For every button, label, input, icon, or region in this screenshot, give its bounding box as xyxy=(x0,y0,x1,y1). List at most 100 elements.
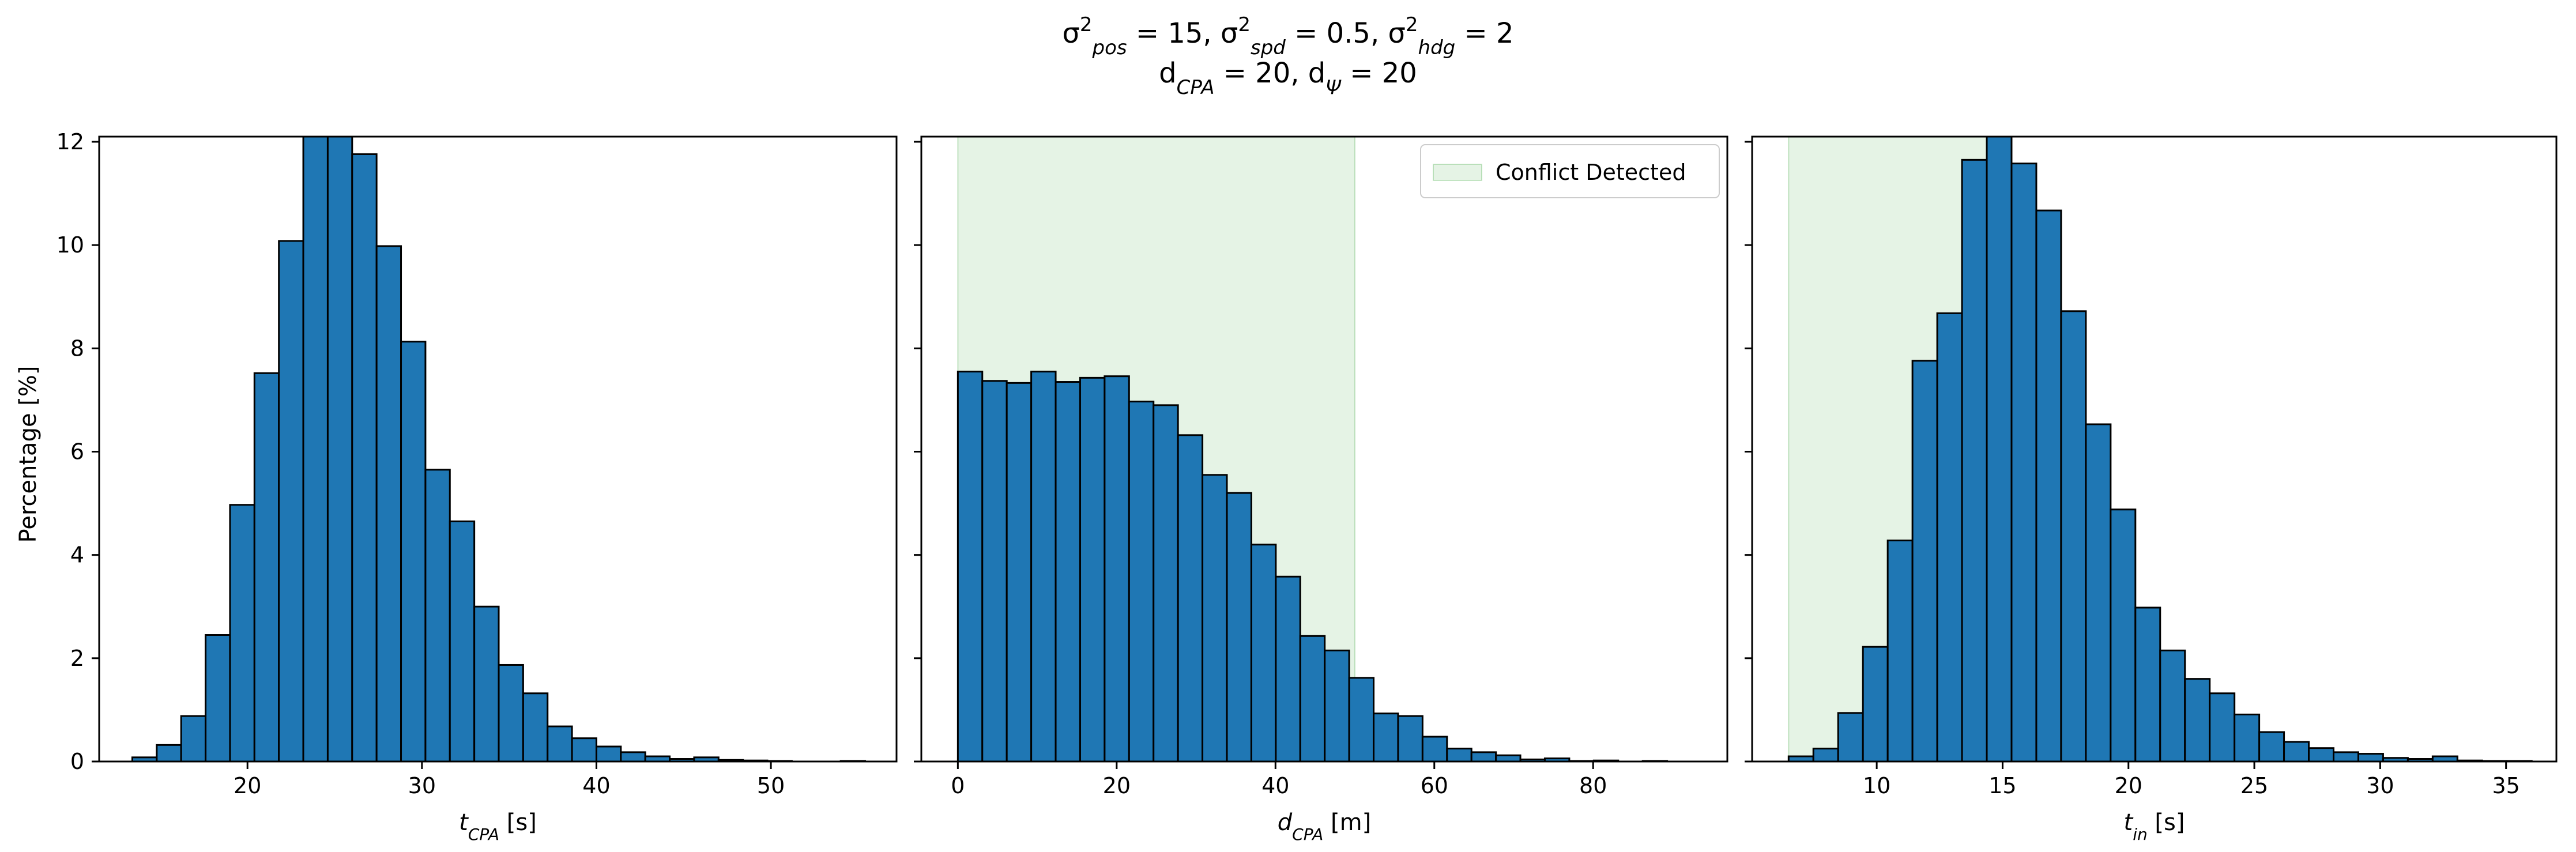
histogram-bar xyxy=(1397,715,1423,761)
histogram-panel-3: 10 15 20 25 30 35 tin [s] xyxy=(1745,135,2558,844)
histogram-bar xyxy=(1862,646,1889,761)
histogram-bar xyxy=(981,380,1008,761)
x-tick-label: 40 xyxy=(582,773,610,798)
axes-frame xyxy=(920,135,1728,763)
histogram-bar xyxy=(2134,606,2161,761)
histogram-bar xyxy=(1177,434,1204,761)
histogram-bar xyxy=(1153,404,1179,761)
x-tick-label: 60 xyxy=(1421,773,1448,798)
histogram-bar xyxy=(2110,508,2137,761)
x-tick-label: 80 xyxy=(1579,773,1607,798)
histogram-bar xyxy=(2085,423,2112,761)
histogram-bar xyxy=(229,504,255,761)
histogram-bar xyxy=(326,137,353,761)
histogram-bar xyxy=(571,737,597,761)
x-axis-label: dCPA [m] xyxy=(1278,809,1371,844)
histogram-bar xyxy=(1128,401,1155,761)
histogram-bar xyxy=(1226,492,1252,761)
histogram-bar xyxy=(1470,751,1497,761)
histogram-bar xyxy=(1986,137,2013,761)
histogram-bar xyxy=(375,245,402,761)
histogram-bar xyxy=(2010,163,2038,761)
y-tick-label: 8 xyxy=(70,335,84,361)
histogram-bar xyxy=(1324,649,1350,761)
histogram-bar xyxy=(1348,677,1375,761)
x-axis-label: tCPA [s] xyxy=(459,809,537,844)
legend-swatch xyxy=(1433,164,1482,181)
legend-label: Conflict Detected xyxy=(1496,160,1686,185)
x-axis-label: tin [s] xyxy=(2124,809,2185,844)
histogram-bar xyxy=(2184,678,2211,761)
histogram-bar xyxy=(1299,635,1326,761)
histogram-bar xyxy=(1495,754,1522,761)
histogram-bar xyxy=(620,751,646,761)
y-tick-label: 2 xyxy=(70,646,84,671)
histogram-bar xyxy=(2035,209,2062,761)
x-tick-label: 30 xyxy=(2366,773,2394,798)
histogram-bar xyxy=(2060,310,2087,761)
histogram-bar xyxy=(1961,159,1988,761)
x-tick-label: 50 xyxy=(757,773,785,798)
histogram-bar xyxy=(1421,736,1448,761)
histogram-bar xyxy=(2258,731,2285,761)
histogram-bar xyxy=(1005,382,1033,761)
histogram-bar xyxy=(2209,692,2236,761)
x-tick-label: 30 xyxy=(408,773,436,798)
histogram-bar xyxy=(473,605,500,761)
axes-frame xyxy=(1751,135,2558,763)
histogram-bar xyxy=(1250,544,1277,761)
histogram-bar xyxy=(400,341,427,761)
x-tick-label: 0 xyxy=(951,773,965,798)
histogram-bar xyxy=(1812,748,1839,761)
histogram-bar xyxy=(1275,575,1301,761)
y-tick-label: 6 xyxy=(70,439,84,464)
histogram-bar xyxy=(253,372,280,761)
histogram-bar xyxy=(1446,748,1472,761)
histogram-bar xyxy=(1886,540,1914,761)
x-tick-label: 25 xyxy=(2240,773,2268,798)
histogram-panel-2: 0 20 40 60 80 dCPA [m] Conflict Detected xyxy=(914,135,1728,844)
x-tick-label: 15 xyxy=(1989,773,2016,798)
histogram-bar xyxy=(302,137,329,761)
figure-title-line1: σ2pos = 15, σ2spd = 0.5, σ2hdg = 2 xyxy=(1062,13,1513,59)
shared-y-axis-label: Percentage [%] xyxy=(15,366,42,543)
axes-frame xyxy=(98,135,898,763)
histogram-bar xyxy=(498,663,524,761)
histogram-bar xyxy=(2308,747,2335,761)
histogram-bar xyxy=(956,371,984,761)
histogram-bar xyxy=(1936,312,1963,761)
histogram-bar xyxy=(2333,751,2359,761)
histogram-bar xyxy=(449,520,476,761)
legend-frame xyxy=(1420,144,1720,198)
histogram-bar xyxy=(351,153,378,761)
histogram-bar xyxy=(595,745,622,761)
x-tick-label: 20 xyxy=(1103,773,1131,798)
histogram-bar xyxy=(2234,713,2261,761)
histogram-bar xyxy=(2431,755,2458,761)
histogram-bar xyxy=(547,725,573,761)
histogram-bar xyxy=(278,240,304,761)
x-tick-label: 40 xyxy=(1261,773,1289,798)
histogram-bar xyxy=(424,469,451,761)
histogram-bar xyxy=(2283,741,2310,761)
y-tick-label: 0 xyxy=(70,749,84,774)
histogram-bar xyxy=(1104,375,1130,761)
histogram-bar xyxy=(2357,753,2384,761)
histogram-panel-1: 20 30 40 50 0 2 4 6 8 10 12 tCPA [s] xyxy=(57,129,898,844)
figure-title-line2: dCPA = 20, dΨ = 20 xyxy=(1159,57,1417,99)
x-tick-label: 20 xyxy=(2115,773,2142,798)
histogram-bar xyxy=(1202,474,1228,761)
legend: Conflict Detected xyxy=(1420,144,1720,198)
histogram-bar xyxy=(1030,371,1057,761)
histogram-bar xyxy=(1079,376,1106,761)
x-tick-label: 35 xyxy=(2492,773,2519,798)
x-tick-label: 20 xyxy=(234,773,261,798)
histogram-bar xyxy=(180,715,207,761)
y-tick-label: 10 xyxy=(57,232,84,258)
y-tick-label: 4 xyxy=(70,542,84,568)
histogram-bar xyxy=(522,692,549,761)
histogram-bar xyxy=(1373,712,1399,761)
x-tick-label: 10 xyxy=(1863,773,1890,798)
histogram-bar xyxy=(1911,360,1938,761)
